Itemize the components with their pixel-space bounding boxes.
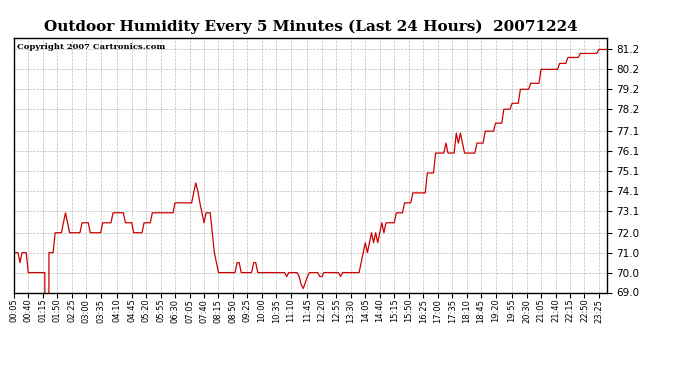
Text: Copyright 2007 Cartronics.com: Copyright 2007 Cartronics.com [17,43,165,51]
Title: Outdoor Humidity Every 5 Minutes (Last 24 Hours)  20071224: Outdoor Humidity Every 5 Minutes (Last 2… [43,19,578,33]
